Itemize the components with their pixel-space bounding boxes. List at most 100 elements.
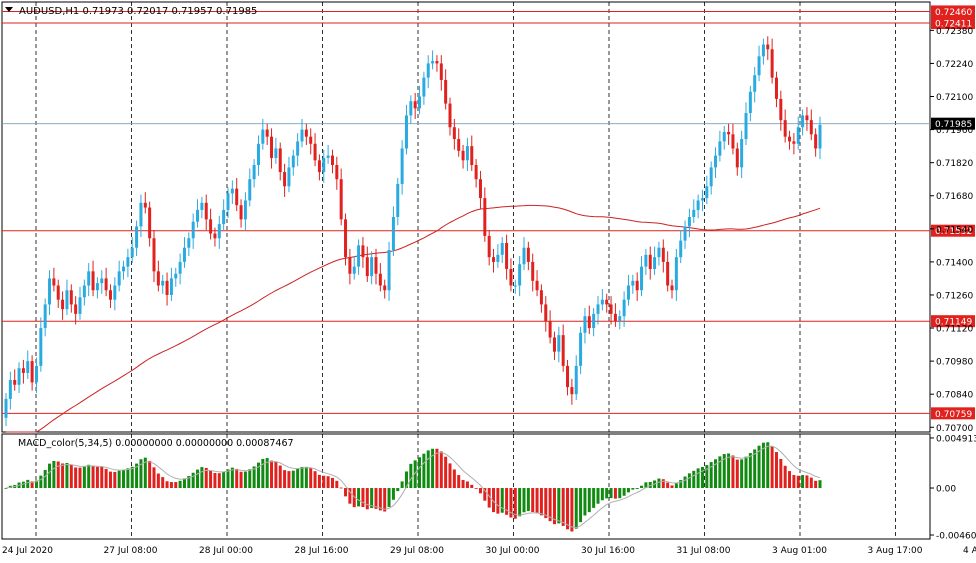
candle-body	[126, 257, 130, 267]
level-label-bg	[931, 224, 975, 237]
candle-body	[509, 268, 513, 286]
macd-bar	[21, 481, 25, 489]
macd-bar	[404, 471, 408, 489]
candle-body	[792, 141, 796, 144]
macd-bar	[409, 463, 413, 489]
candle-body	[783, 120, 787, 137]
candle-body	[448, 103, 452, 128]
macd-bar	[809, 477, 813, 489]
macd-bar	[270, 460, 274, 489]
macd-bar	[801, 475, 805, 489]
candle-body	[539, 290, 543, 305]
macd-bar	[383, 488, 387, 512]
macd-bar	[330, 477, 334, 489]
candle-body	[274, 148, 278, 158]
collapse-arrow-icon[interactable]	[5, 7, 13, 12]
macd-bar	[609, 488, 613, 499]
candle-body	[748, 91, 752, 114]
x-tick-label: 24 Jul 2020	[2, 546, 53, 556]
candle-body	[722, 131, 726, 142]
level-label: 0.72460	[935, 8, 972, 18]
candle-body	[309, 136, 313, 144]
macd-bar	[365, 488, 369, 510]
candle-body	[535, 280, 539, 291]
candle-body	[705, 186, 709, 199]
y-tick-label: 0.71260	[936, 291, 973, 301]
candle-body	[692, 209, 696, 217]
candle-body	[330, 155, 334, 166]
macd-bar	[605, 488, 609, 499]
candle-body	[766, 44, 770, 50]
y-tick-label: 0.71400	[936, 258, 973, 268]
x-tick-label: 30 Jul 16:00	[581, 546, 635, 556]
macd-bar	[635, 488, 639, 489]
macd-bar	[344, 488, 348, 497]
macd-bar	[104, 468, 108, 489]
candle-body	[122, 266, 126, 272]
x-tick-label: 30 Jul 00:00	[486, 546, 540, 556]
candle-body	[622, 299, 626, 317]
macd-bar	[753, 449, 757, 489]
candle-body	[287, 167, 291, 187]
macd-bar	[596, 488, 600, 504]
macd-bar	[661, 479, 665, 489]
x-tick-label: 3 Aug 17:00	[868, 546, 923, 556]
candle-body	[8, 380, 12, 399]
macd-bar	[48, 463, 52, 489]
macd-bar	[731, 455, 735, 489]
macd-bar	[496, 488, 500, 514]
macd-bar	[87, 464, 91, 489]
macd-bar	[300, 466, 304, 489]
macd-bar	[335, 480, 339, 489]
candle-body	[100, 278, 104, 284]
candle-body	[313, 143, 317, 161]
candle-body	[439, 63, 443, 80]
candle-body	[30, 361, 34, 383]
candle-body	[291, 155, 295, 168]
candle-body	[613, 313, 617, 321]
macd-bar	[378, 488, 382, 511]
candle-body	[522, 247, 526, 265]
candle-body	[34, 365, 38, 383]
level-label-bg	[931, 315, 975, 328]
x-tick-label: 28 Jul 16:00	[295, 546, 349, 556]
macd-bar	[505, 488, 509, 515]
macd-bar	[679, 480, 683, 489]
candle-body	[657, 247, 661, 258]
candle-body	[182, 247, 186, 262]
level-label-bg	[931, 17, 975, 30]
macd-bar	[692, 470, 696, 489]
candle-body	[61, 299, 65, 310]
macd-bar	[666, 482, 670, 489]
candle-body	[239, 205, 243, 220]
candle-body	[552, 337, 556, 352]
macd-bar	[204, 467, 208, 489]
macd-bar	[261, 458, 265, 489]
candle-body	[544, 304, 548, 321]
candle-body	[435, 61, 439, 64]
macd-bar	[566, 488, 570, 530]
y-tick-label: 0.71540	[936, 225, 973, 235]
candle-body	[174, 273, 178, 279]
candle-body	[431, 61, 435, 64]
candle-body	[465, 146, 469, 161]
macd-bar	[287, 471, 291, 489]
candle-body	[361, 245, 365, 258]
macd-bar	[626, 488, 630, 493]
candle-body	[422, 77, 426, 97]
macd-bar	[513, 488, 517, 519]
macd-bar	[370, 488, 374, 509]
x-tick-label: 3 Aug 01:00	[772, 546, 827, 556]
candle-body	[400, 148, 404, 184]
candle-body	[648, 254, 652, 269]
candle-body	[731, 134, 735, 149]
candle-body	[640, 266, 644, 291]
candle-body	[344, 219, 348, 258]
candle-body	[222, 209, 226, 225]
candle-body	[230, 188, 234, 194]
x-tick-label: 31 Jul 08:00	[677, 546, 731, 556]
candle-body	[187, 238, 191, 248]
candle-body	[683, 226, 687, 241]
